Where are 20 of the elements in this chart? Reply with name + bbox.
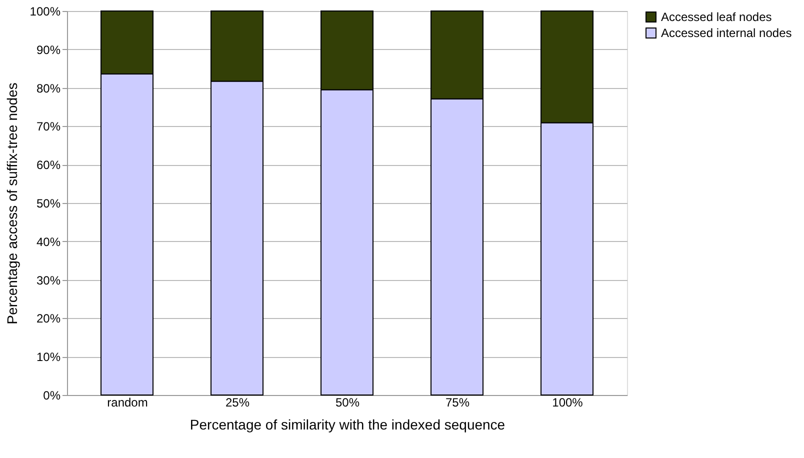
x-tick-label: 100% (552, 396, 584, 410)
y-tick-label: 70% (36, 120, 61, 134)
y-tick-label: 50% (36, 196, 61, 210)
y-tick-label: 100% (30, 4, 61, 18)
x-tick-label: 50% (335, 396, 360, 410)
y-tick-label: 20% (36, 312, 61, 326)
y-tick-label: 30% (36, 273, 61, 288)
y-tick-label: 90% (36, 42, 61, 57)
y-tick-label: 0% (43, 388, 61, 402)
y-tick-label: 10% (36, 350, 61, 364)
y-tick-label: 60% (36, 158, 61, 172)
legend-label: Accessed leaf nodes (661, 10, 772, 24)
x-tick-label: 25% (225, 396, 250, 410)
y-tick-label: 40% (36, 234, 61, 249)
x-tick-label: random (107, 396, 148, 410)
x-axis-title: Percentage of similarity with the indexed sequence (190, 416, 506, 432)
y-tick-label: 80% (36, 81, 61, 96)
y-axis-title: Percentage access of suffix-tree nodes (4, 82, 20, 324)
legend-label: Accessed internal nodes (661, 26, 792, 40)
x-tick-label: 75% (445, 396, 470, 410)
